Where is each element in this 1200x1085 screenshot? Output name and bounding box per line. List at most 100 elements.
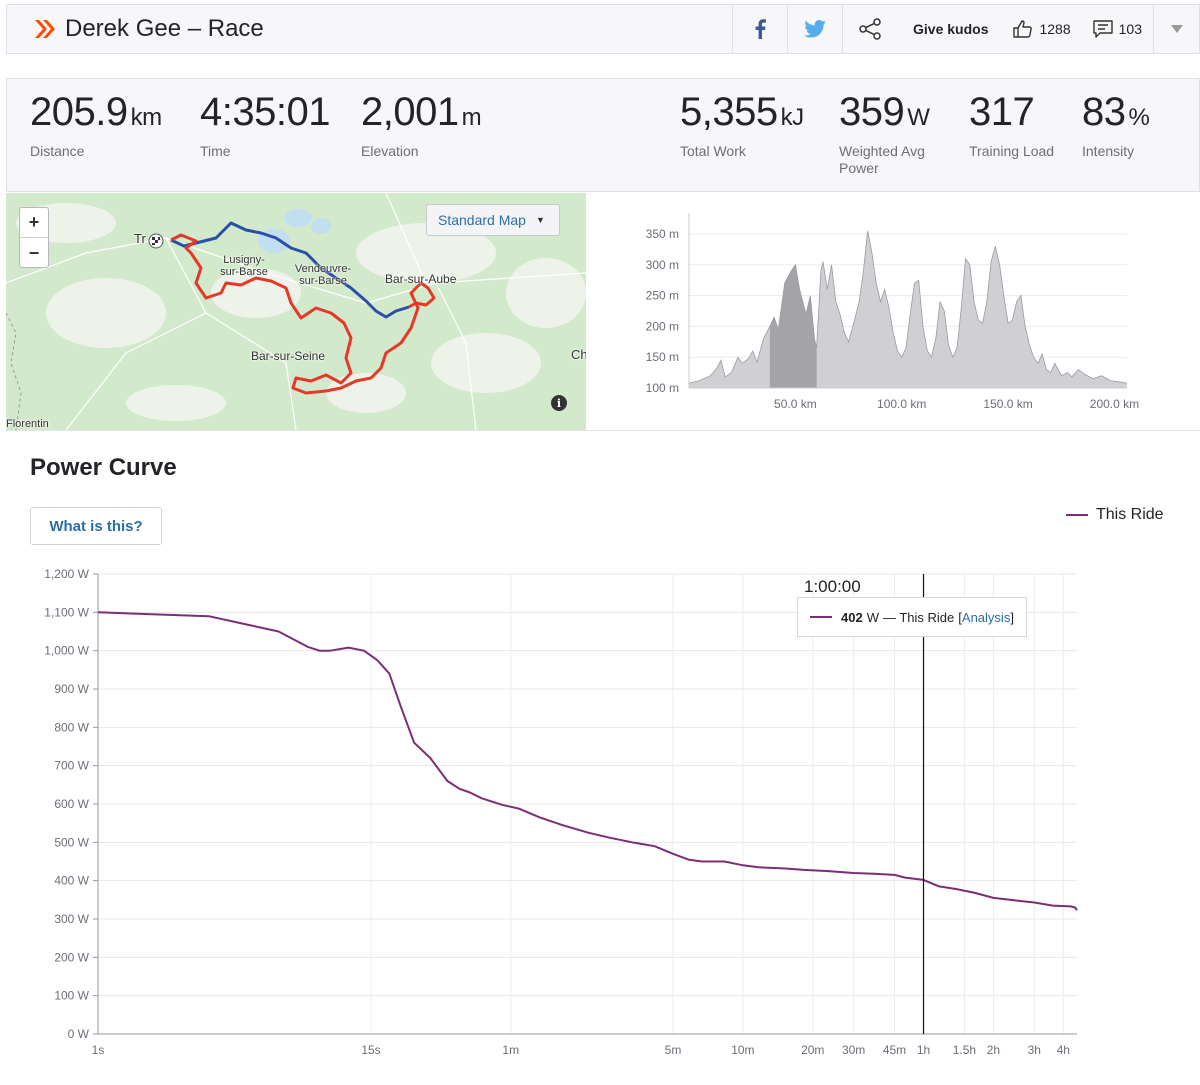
comment-count[interactable]: 103: [1082, 5, 1153, 53]
power-x-tick: 3h: [1028, 1043, 1041, 1057]
elevation-y-tick: 200 m: [646, 319, 679, 333]
elevation-x-tick: 200.0 km: [1090, 397, 1139, 411]
elevation-line: [688, 230, 1128, 384]
stat-intensity-unit: %: [1128, 104, 1150, 131]
elevation-y-tick: 150 m: [646, 350, 679, 364]
power-x-tick: 10m: [731, 1043, 754, 1057]
map-label-vendeuvre: Vendeuvre-sur-Barse: [294, 263, 352, 287]
activity-header: Derek Gee – Race Give kudos 1288 103: [6, 4, 1200, 54]
power-y-tick: 900 W: [54, 682, 89, 696]
map-style-select[interactable]: Standard Map ▼: [426, 204, 560, 236]
power-y-tick: 0 W: [68, 1027, 90, 1041]
stat-distance-unit: km: [130, 104, 163, 131]
stat-distance-label: Distance: [30, 143, 85, 159]
facebook-share-button[interactable]: [732, 5, 787, 53]
power-y-tick: 1,200 W: [44, 567, 89, 581]
stat-weighted-power: 359 W Weighted Avg Power: [839, 89, 939, 177]
what-is-this-button[interactable]: What is this?: [30, 507, 162, 545]
share-button[interactable]: [842, 5, 897, 53]
map-label-bar-sur-seine: Bar-sur-Seine: [251, 349, 326, 363]
twitter-icon: [804, 20, 826, 38]
route-map[interactable]: + − Standard Map ▼ Tr Lusigny-sur-Barse …: [6, 193, 586, 430]
elevation-area: [689, 230, 1127, 388]
zoom-in-button[interactable]: +: [20, 208, 48, 238]
stat-distance: 205.9 km Distance: [30, 89, 162, 160]
stat-distance-value: 205.9: [30, 90, 128, 134]
power-tooltip: 402 W — This Ride [Analysis]: [797, 597, 1027, 637]
power-y-tick: 300 W: [54, 912, 89, 926]
power-x-tick: 45m: [883, 1043, 906, 1057]
stat-elevation-unit: m: [461, 104, 482, 131]
power-x-tick: 1h: [917, 1043, 930, 1057]
legend-swatch: [1066, 514, 1088, 516]
give-kudos-button[interactable]: Give kudos: [897, 5, 1002, 53]
elevation-y-tick: 250 m: [646, 289, 679, 303]
elevation-chart[interactable]: 350 m 300 m 250 m 200 m 150 m 100 m 50.0 km 100…: [587, 193, 1200, 430]
kudos-count-value: 1288: [1039, 21, 1071, 37]
elevation-y-tick: 100 m: [646, 381, 679, 395]
stat-weighted-power-value: 359: [839, 90, 905, 134]
power-y-tick: 100 W: [54, 989, 89, 1003]
twitter-share-button[interactable]: [787, 5, 842, 53]
route-main-segment: [170, 233, 436, 395]
zoom-out-button[interactable]: −: [28, 242, 40, 263]
map-label-ch: Ch: [571, 347, 586, 362]
stat-intensity-label: Intensity: [1082, 143, 1135, 159]
tooltip-unit: W: [866, 609, 879, 625]
route-commute-segment: [170, 221, 410, 319]
caret-down-icon: ▼: [535, 215, 545, 225]
power-x-tick: 1s: [92, 1043, 105, 1057]
power-x-tick: 2h: [987, 1043, 1000, 1057]
stat-total-work-value: 5,355: [680, 90, 778, 134]
map-label-florentin: Florentin: [6, 418, 49, 430]
strava-logo-icon: [35, 20, 55, 38]
elevation-y-tick: 300 m: [646, 258, 679, 272]
thumbs-up-icon: [1013, 20, 1033, 38]
power-y-tick: 600 W: [54, 797, 89, 811]
analysis-link[interactable]: Analysis: [961, 609, 1011, 625]
power-y-tick: 1,100 W: [44, 605, 89, 619]
border-line: [6, 312, 22, 430]
stat-total-work-label: Total Work: [680, 143, 746, 159]
stat-time: 4:35:01 Time: [200, 89, 333, 160]
map-label-bar-sur-aube: Bar-sur-Aube: [385, 272, 457, 286]
roads: [6, 193, 586, 430]
power-curve-title: Power Curve: [30, 454, 177, 481]
give-kudos-label: Give kudos: [913, 21, 989, 37]
stat-time-label: Time: [200, 143, 231, 159]
more-actions-dropdown[interactable]: [1153, 5, 1199, 53]
power-x-tick: 20m: [801, 1043, 824, 1057]
facebook-icon: [755, 19, 767, 39]
comment-icon: [1092, 20, 1113, 38]
stats-panel: 205.9 km Distance 4:35:01 Time 2,001 m Ele…: [6, 78, 1200, 192]
power-y-tick: 400 W: [54, 874, 89, 888]
elevation-chart-svg: 350 m 300 m 250 m 200 m 150 m 100 m 50.0 km 100…: [646, 213, 1139, 411]
stat-elevation-label: Elevation: [361, 143, 419, 159]
power-y-tick: 500 W: [54, 835, 89, 849]
kudos-count[interactable]: 1288: [1002, 5, 1081, 53]
stat-training-load-value: 317: [969, 90, 1035, 134]
share-icon: [859, 18, 881, 40]
power-y-tick: 1,000 W: [44, 644, 89, 658]
power-x-tick: 30m: [842, 1043, 865, 1057]
power-y-tick: 200 W: [54, 950, 89, 964]
stat-intensity-value: 83: [1082, 90, 1126, 134]
power-curve-chart[interactable]: 1,200 W 1,100 W 1,000 W 900 W 800 W 700 W 600 …: [0, 560, 1200, 1080]
activity-title: Derek Gee – Race: [65, 15, 264, 42]
power-curve-legend[interactable]: This Ride: [1066, 506, 1164, 524]
map-info-icon[interactable]: i: [551, 395, 567, 411]
stat-time-value: 4:35:01: [200, 90, 330, 134]
power-curve-svg: 1,200 W 1,100 W 1,000 W 900 W 800 W 700 W 600 …: [44, 567, 1078, 1057]
tooltip-swatch: [810, 616, 832, 618]
section-divider: [6, 430, 1200, 431]
power-x-tick: 5m: [665, 1043, 682, 1057]
power-y-tick: 800 W: [54, 720, 89, 734]
power-x-tick: 15s: [361, 1043, 380, 1057]
stat-training-load-label: Training Load: [969, 143, 1055, 159]
map-style-label: Standard Map: [438, 212, 526, 228]
stat-total-work: 5,355 kJ Total Work: [680, 89, 804, 160]
stat-training-load: 317 Training Load: [969, 89, 1054, 160]
map-label-troyes: Tr: [134, 231, 146, 246]
power-x-tick: 1m: [502, 1043, 519, 1057]
map-label-lusigny: Lusigny-sur-Barse: [220, 254, 268, 278]
